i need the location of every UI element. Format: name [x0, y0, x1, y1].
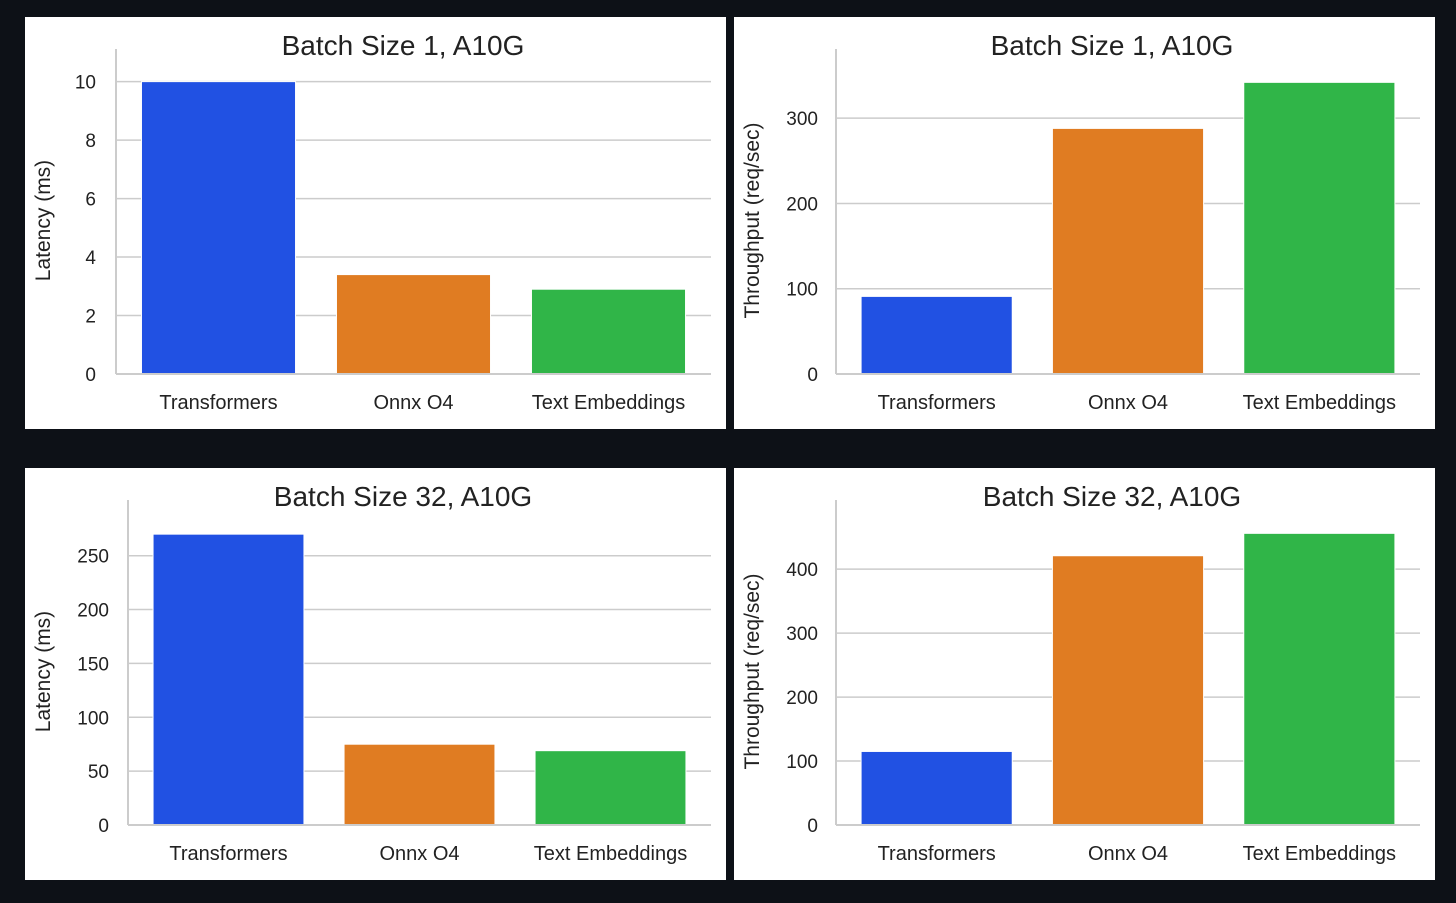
latency-batch1-title: Batch Size 1, A10G	[282, 30, 525, 61]
latency-batch32-xtick-label-onnx-o4: Onnx O4	[379, 843, 459, 865]
latency-batch1-bar-text-embeddings	[530, 288, 687, 375]
throughput-batch1-bar-text-embeddings	[1243, 81, 1396, 375]
latency-batch32-xtick-label-text-embeddings: Text Embeddings	[534, 843, 687, 865]
latency-batch1-ytick-label-1: 2	[85, 307, 96, 328]
throughput-batch1-title: Batch Size 1, A10G	[991, 30, 1234, 61]
throughput-batch32-ytick-label-4: 400	[786, 560, 818, 581]
latency-batch1-bar-onnx-o4	[335, 274, 492, 375]
latency-batch32-ytick-label-5: 250	[77, 547, 109, 568]
throughput-batch1-chart: Transformers Onnx O4 Text Embeddings 0 100 20…	[734, 17, 1435, 429]
throughput-batch32-bar-onnx-o4	[1051, 555, 1205, 826]
latency-batch1-ytick-label-0: 0	[85, 365, 96, 386]
latency-batch32-bar-transformers	[152, 533, 305, 826]
latency-batch1-xtick-label-text-embeddings: Text Embeddings	[532, 392, 685, 414]
throughput-batch32-xtick-label-transformers: Transformers	[878, 843, 996, 865]
throughput-batch32-title: Batch Size 32, A10G	[983, 481, 1241, 512]
throughput-batch32-xtick-label-text-embeddings: Text Embeddings	[1243, 843, 1396, 865]
latency-batch1-ylabel: Latency (ms)	[32, 160, 55, 281]
latency-batch32-ytick-label-1: 50	[88, 762, 109, 783]
latency-batch1-ytick-label-4: 8	[85, 131, 96, 152]
throughput-batch32-ylabel: Throughput (req/sec)	[741, 573, 764, 769]
latency-batch32-svg: Transformers Onnx O4 Text Embeddings 0 50 100…	[32, 481, 711, 865]
throughput-batch1-xtick-label-onnx-o4: Onnx O4	[1088, 392, 1168, 414]
throughput-batch1-ytick-label-2: 200	[786, 194, 818, 215]
throughput-batch1-bar-transformers	[860, 295, 1013, 375]
throughput-batch32-xtick-label-onnx-o4: Onnx O4	[1088, 843, 1168, 865]
latency-batch32-ytick-label-0: 0	[98, 816, 109, 837]
latency-batch1-ytick-label-3: 6	[85, 190, 96, 211]
throughput-batch1-ytick-label-3: 300	[786, 109, 818, 130]
throughput-batch32-ytick-label-0: 0	[807, 816, 818, 837]
latency-batch32-ytick-label-2: 100	[77, 708, 109, 729]
throughput-batch32-ytick-label-2: 200	[786, 688, 818, 709]
throughput-batch1-svg: Transformers Onnx O4 Text Embeddings 0 100 20…	[741, 30, 1420, 414]
throughput-batch1-xtick-label-text-embeddings: Text Embeddings	[1243, 392, 1396, 414]
latency-batch1-bar-transformers	[140, 81, 297, 375]
latency-batch32-ytick-label-3: 150	[77, 654, 109, 675]
throughput-batch1-ylabel: Throughput (req/sec)	[741, 122, 764, 318]
latency-batch1-xtick-label-transformers: Transformers	[159, 392, 277, 414]
throughput-batch1-ytick-label-0: 0	[807, 365, 818, 386]
latency-batch1-ytick-label-2: 4	[85, 248, 96, 269]
latency-batch1-svg: Transformers Onnx O4 Text Embeddings 0 2 4 6 8 1…	[32, 30, 711, 414]
throughput-batch32-bar-transformers	[860, 750, 1013, 826]
throughput-batch1-xtick-label-transformers: Transformers	[878, 392, 996, 414]
throughput-batch32-bar-text-embeddings	[1243, 532, 1396, 826]
latency-batch32-ylabel: Latency (ms)	[32, 611, 55, 732]
latency-batch32-bar-onnx-o4	[343, 743, 496, 826]
throughput-batch1-bar-onnx-o4	[1051, 127, 1205, 375]
latency-batch32-chart: Transformers Onnx O4 Text Embeddings 0 50 100…	[25, 468, 726, 880]
latency-batch1-chart: Transformers Onnx O4 Text Embeddings 0 2 4 6 8 1…	[25, 17, 726, 429]
throughput-batch32-svg: Transformers Onnx O4 Text Embeddings 0 100 20…	[741, 481, 1420, 865]
latency-batch1-ytick-label-5: 10	[75, 73, 96, 94]
throughput-batch32-chart: Transformers Onnx O4 Text Embeddings 0 100 20…	[734, 468, 1435, 880]
latency-batch32-ytick-label-4: 200	[77, 601, 109, 622]
throughput-batch1-ytick-label-1: 100	[786, 280, 818, 301]
latency-batch1-xtick-label-onnx-o4: Onnx O4	[373, 392, 453, 414]
throughput-batch32-ytick-label-1: 100	[786, 752, 818, 773]
latency-batch32-bar-text-embeddings	[534, 750, 687, 826]
latency-batch32-xtick-label-transformers: Transformers	[169, 843, 287, 865]
latency-batch32-title: Batch Size 32, A10G	[274, 481, 532, 512]
throughput-batch32-ytick-label-3: 300	[786, 624, 818, 645]
